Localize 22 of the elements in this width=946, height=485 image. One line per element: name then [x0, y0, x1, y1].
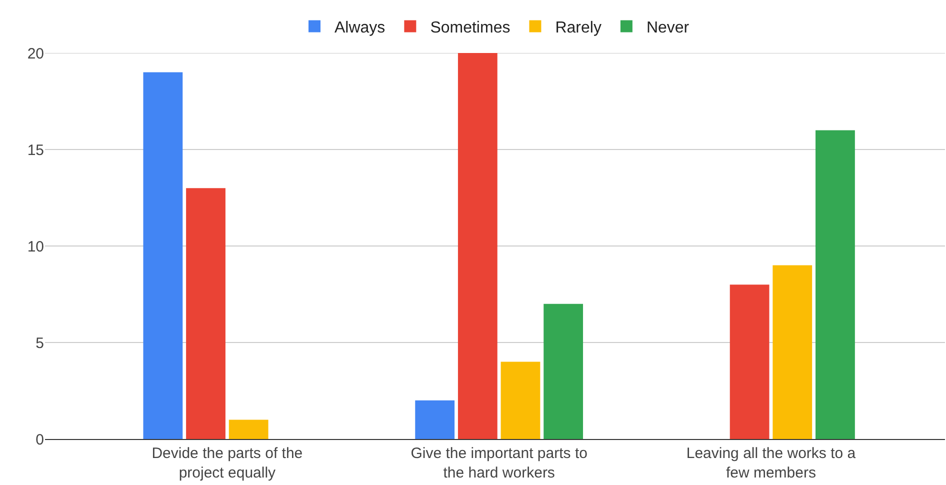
- bar: [544, 304, 584, 439]
- bar: [730, 284, 770, 439]
- bar: [415, 400, 455, 439]
- legend-label: Never: [646, 19, 690, 36]
- x-tick-label: Give the important parts to the hard workers: [410, 445, 588, 482]
- bar: [816, 130, 855, 439]
- bar: [772, 265, 812, 439]
- legend-label: Rarely: [555, 19, 602, 36]
- x-tick-label: Devide the parts of the project equally: [152, 445, 303, 482]
- y-tick-label: 15: [27, 142, 44, 159]
- y-tick-label: 10: [27, 238, 44, 256]
- bar: [228, 420, 268, 439]
- y-tick-label: 20: [27, 45, 44, 62]
- bar: [458, 53, 498, 439]
- bar: [143, 72, 183, 439]
- legend-label: Always: [334, 19, 386, 36]
- y-tick-label: 5: [36, 334, 44, 352]
- bar: [500, 362, 540, 439]
- legend-label: Sometimes: [430, 19, 510, 36]
- x-tick-label: Leaving all the works to a few members: [686, 445, 856, 482]
- y-tick-label: 0: [36, 431, 44, 448]
- bar: [186, 188, 226, 439]
